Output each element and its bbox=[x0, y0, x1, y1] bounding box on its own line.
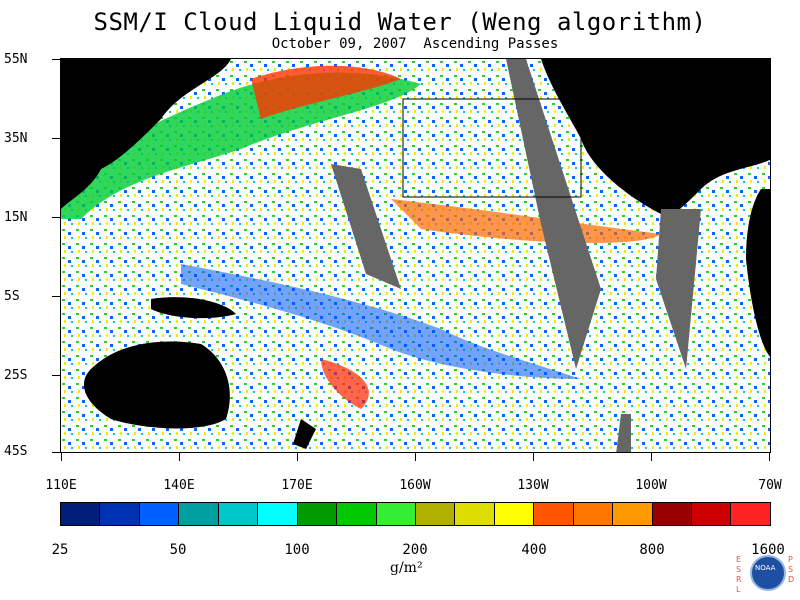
lon-tick bbox=[533, 453, 534, 461]
cloud-band-spcz bbox=[181, 264, 581, 379]
colorbar-swatch bbox=[139, 503, 180, 525]
lon-label: 160W bbox=[399, 478, 431, 493]
lat-tick bbox=[52, 296, 60, 297]
lon-tick bbox=[769, 453, 770, 461]
lon-label: 140E bbox=[163, 478, 195, 493]
region-box bbox=[402, 98, 582, 198]
noaa-emblem-icon bbox=[750, 555, 786, 591]
colorbar-label: 1600 bbox=[751, 542, 785, 558]
colorbar-swatch bbox=[100, 503, 140, 525]
colorbar-swatch bbox=[534, 503, 574, 525]
colorbar-label: 400 bbox=[521, 542, 547, 558]
lat-label: 45S bbox=[4, 444, 28, 459]
swath-gap-2 bbox=[506, 59, 601, 369]
colorbar-label: 50 bbox=[169, 542, 187, 558]
colorbar-swatch bbox=[731, 503, 770, 525]
colorbar-swatch bbox=[337, 503, 377, 525]
lon-label: 70W bbox=[758, 478, 782, 493]
lat-label: 55N bbox=[4, 52, 28, 67]
lat-label: 5S bbox=[4, 289, 20, 304]
map-panel bbox=[60, 58, 771, 453]
colorbar-label: 100 bbox=[284, 542, 310, 558]
lat-tick bbox=[52, 138, 60, 139]
lon-tick bbox=[651, 453, 652, 461]
colorbar-label: 25 bbox=[51, 542, 69, 558]
colorbar-swatch bbox=[258, 503, 298, 525]
cloud-cell bbox=[321, 359, 369, 409]
lon-tick bbox=[415, 453, 416, 461]
colorbar-swatch bbox=[415, 503, 456, 525]
colorbar-label: 200 bbox=[402, 542, 428, 558]
lat-tick bbox=[52, 59, 60, 60]
cloud-band-north bbox=[61, 72, 421, 220]
chart-title: SSM/I Cloud Liquid Water (Weng algorithm… bbox=[93, 8, 707, 36]
lon-tick bbox=[179, 453, 180, 461]
land-north-america bbox=[541, 59, 770, 216]
lat-label: 25S bbox=[4, 368, 28, 383]
colorbar-swatch bbox=[613, 503, 653, 525]
logo-center-text: NOAA bbox=[755, 564, 776, 572]
cloud-band-itcz bbox=[391, 199, 661, 244]
land-australia bbox=[83, 341, 230, 429]
lat-label: 15N bbox=[4, 210, 28, 225]
colorbar-swatch bbox=[376, 503, 416, 525]
colorbar-label: 800 bbox=[639, 542, 665, 558]
colorbar bbox=[60, 502, 771, 526]
colorbar-swatch bbox=[61, 503, 101, 525]
colorbar-units: g/m² bbox=[390, 560, 423, 576]
colorbar-swatch bbox=[455, 503, 495, 525]
chart-subtitle: October 09, 2007 Ascending Passes bbox=[271, 36, 559, 52]
lon-label: 170E bbox=[281, 478, 313, 493]
lat-tick bbox=[52, 217, 60, 218]
colorbar-swatch bbox=[692, 503, 732, 525]
swath-gap-4 bbox=[616, 414, 631, 452]
lat-tick bbox=[52, 452, 60, 453]
land-new-guinea bbox=[151, 297, 236, 319]
lat-label: 35N bbox=[4, 131, 28, 146]
land-south-america bbox=[746, 189, 770, 357]
swath-gap-3 bbox=[656, 209, 701, 369]
lon-label: 110E bbox=[45, 478, 77, 493]
swath-gap-1 bbox=[331, 164, 401, 289]
map-svg bbox=[61, 59, 770, 452]
lon-label: 100W bbox=[635, 478, 667, 493]
colorbar-swatch bbox=[652, 503, 692, 525]
cloud-band-north-core bbox=[251, 65, 401, 119]
lon-tick bbox=[297, 453, 298, 461]
land-asia bbox=[61, 59, 231, 209]
colorbar-swatch bbox=[179, 503, 219, 525]
colorbar-swatch bbox=[573, 503, 614, 525]
lat-tick bbox=[52, 375, 60, 376]
colorbar-swatch bbox=[494, 503, 535, 525]
colorbar-swatch bbox=[218, 503, 259, 525]
colorbar-swatch bbox=[297, 503, 338, 525]
land-new-zealand bbox=[293, 419, 316, 449]
lon-tick bbox=[61, 453, 62, 461]
lon-label: 130W bbox=[517, 478, 549, 493]
